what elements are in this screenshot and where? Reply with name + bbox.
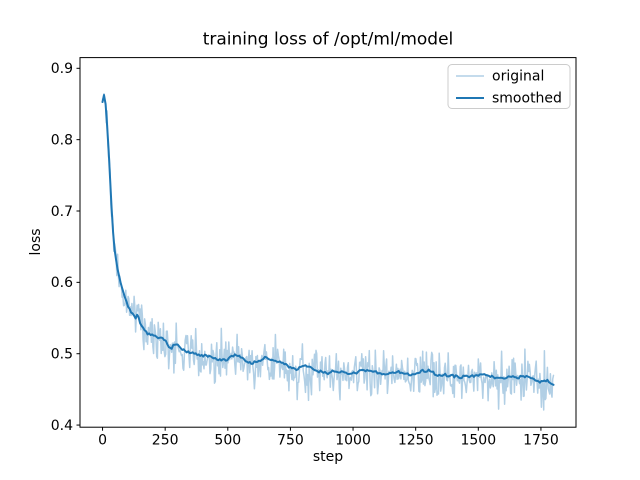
x-tick-label: 500 — [214, 433, 241, 449]
chart-title: training loss of /opt/ml/model — [203, 30, 454, 50]
x-tick-label: 1000 — [335, 433, 371, 449]
y-axis-ticks: 0.4 0.5 0.6 0.7 0.8 0.9 — [51, 61, 80, 434]
x-tick-label: 1750 — [523, 433, 559, 449]
y-tick-label: 0.8 — [51, 132, 73, 148]
plot-frame — [79, 57, 577, 428]
smoothed-series-line — [101, 94, 555, 386]
legend-smoothed-label: smoothed — [492, 91, 562, 107]
original-series-line — [101, 92, 555, 411]
legend-original-label: original — [492, 69, 544, 85]
legend: original smoothed — [447, 64, 571, 109]
y-tick-label: 0.7 — [51, 204, 73, 220]
y-tick-label: 0.9 — [51, 61, 73, 77]
smoothed-polyline — [101, 94, 555, 386]
x-tick-label: 0 — [98, 433, 107, 449]
y-tick-label: 0.6 — [51, 275, 73, 291]
y-axis-label: loss — [28, 228, 44, 255]
x-tick-label: 1500 — [460, 433, 496, 449]
y-tick-label: 0.4 — [51, 418, 73, 434]
x-tick-label: 1250 — [398, 433, 434, 449]
x-tick-label: 750 — [277, 433, 304, 449]
x-axis-ticks: 0 250 500 750 1000 1250 1500 1750 — [98, 427, 559, 449]
x-tick-label: 250 — [152, 433, 179, 449]
x-axis-label: step — [313, 449, 343, 465]
y-tick-label: 0.5 — [51, 347, 73, 363]
original-polyline — [101, 92, 555, 411]
